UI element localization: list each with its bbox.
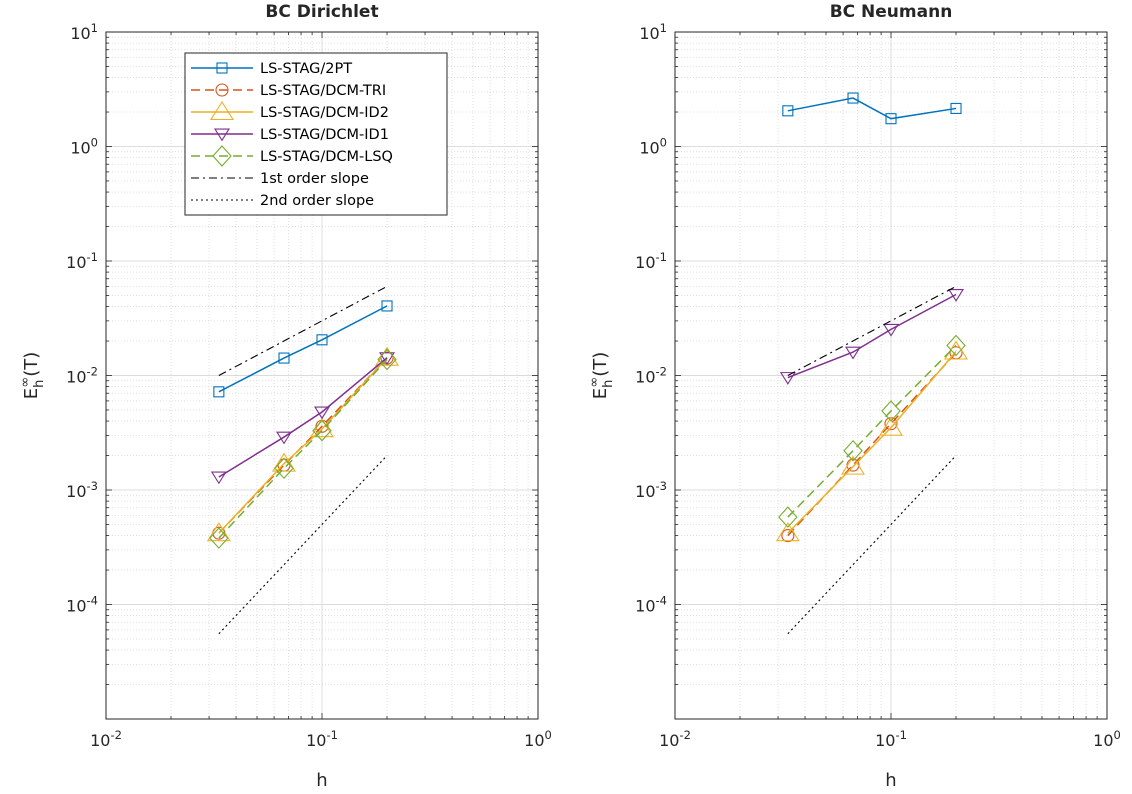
y-tick-label: 10-3 xyxy=(66,479,98,501)
chart-1-series-2-point-0 xyxy=(775,522,800,542)
chart-0-series-0-point-0 xyxy=(213,386,225,398)
chart-0-series-3 xyxy=(210,352,396,485)
chart-0-series-0-point-3 xyxy=(381,300,393,312)
x-tick-label: 10-1 xyxy=(306,728,338,750)
chart-0-series-legend-point-2 xyxy=(210,100,234,121)
chart-1-series-6 xyxy=(787,455,957,635)
x-tick-label: 10-2 xyxy=(659,728,691,750)
x-tick-label: 10-1 xyxy=(875,728,907,750)
chart-1-series-5 xyxy=(787,285,957,376)
chart-0-series-3-point-3 xyxy=(379,352,396,366)
legend-label: LS-STAG/DCM-TRI xyxy=(260,83,386,99)
chart-1-series-2-point-3 xyxy=(944,340,969,360)
y-tick-label: 100 xyxy=(639,136,667,158)
y-tick-label: 10-4 xyxy=(635,594,667,616)
chart-1: 10-2 10-1 100 10-4 10-3 10-2 10-1 100 101 BC Neum… xyxy=(587,2,1121,791)
chart-1-series-0-point-0 xyxy=(782,105,794,117)
legend-label: LS-STAG/2PT xyxy=(260,61,352,77)
chart-0-series-4-point-1 xyxy=(274,457,294,480)
chart-1-series-3 xyxy=(779,289,965,385)
chart-1-series-0 xyxy=(782,92,962,125)
y-axis-label: Eh∞(T) xyxy=(18,352,47,400)
chart-0-series-legend-point-3 xyxy=(214,128,230,142)
chart-1-series-0-point-2 xyxy=(885,113,897,125)
chart-0-series-3-point-2 xyxy=(314,406,330,420)
legend: LS-STAG/2PT LS-STAG/DCM-TRI LS-STAG/DCM-ID… xyxy=(184,52,448,216)
chart-0-series-6-line xyxy=(218,455,388,635)
chart-0-series-6 xyxy=(218,455,388,635)
chart-1-series-2-point-1 xyxy=(841,455,866,475)
legend-label: LS-STAG/DCM-ID1 xyxy=(260,127,389,143)
chart-0-series-0-point-1 xyxy=(278,352,290,364)
chart-0-series-5-line xyxy=(218,285,388,376)
chart-1-series-0-point-1 xyxy=(847,92,859,104)
chart-0-series-3-point-1 xyxy=(276,431,293,445)
chart-title: BC Neumann xyxy=(830,2,953,22)
chart-1-series-4-line xyxy=(787,344,957,518)
chart-0-series-0 xyxy=(213,300,393,398)
legend-label: 2nd order slope xyxy=(260,193,374,209)
y-tick-label: 10-1 xyxy=(66,250,98,272)
chart-0: 10-2 10-1 100 10-4 10-3 10-2 10-1 100 101 BC Diri… xyxy=(18,2,552,791)
y-tick-label: 10-1 xyxy=(635,250,667,272)
x-axis-label: h xyxy=(885,770,896,791)
chart-1-series-3-point-0 xyxy=(779,372,796,385)
x-tick-label: 10-2 xyxy=(90,728,122,750)
chart-1-series-2-line xyxy=(787,351,957,534)
chart-1-series-6-line xyxy=(787,455,957,635)
chart-0-series-2-line xyxy=(218,357,388,534)
chart-1-series-4-point-0 xyxy=(778,506,798,528)
chart-0-series-4-point-0 xyxy=(209,527,229,549)
chart-1-series-0-line xyxy=(787,97,957,120)
chart-1-series-2-point-2 xyxy=(879,416,903,436)
y-tick-label: 10-2 xyxy=(635,365,667,387)
chart-0-series-0-line xyxy=(218,305,388,393)
chart-1-series-3-point-1 xyxy=(845,346,862,360)
chart-1-series-5-line xyxy=(787,285,957,376)
chart-0-series-2-point-2 xyxy=(310,418,334,438)
chart-1-series-4 xyxy=(778,334,966,528)
x-tick-label: 100 xyxy=(1093,728,1121,750)
chart-1-series-2 xyxy=(775,340,969,542)
chart-1-series-4-point-2 xyxy=(881,400,901,422)
legend-label: LS-STAG/DCM-ID2 xyxy=(260,105,389,121)
chart-0-series-4 xyxy=(209,348,397,549)
chart-0-series-3-point-0 xyxy=(210,471,227,485)
chart-0-series-4-point-3 xyxy=(377,348,397,371)
chart-0-series-4-line xyxy=(218,358,388,539)
y-tick-label: 10-4 xyxy=(66,594,98,616)
chart-1-series-1-point-0 xyxy=(781,529,795,543)
y-tick-label: 10-2 xyxy=(66,365,98,387)
y-tick-label: 10-3 xyxy=(635,479,667,501)
legend-label: LS-STAG/DCM-LSQ xyxy=(260,149,393,165)
y-tick-label: 101 xyxy=(639,21,667,43)
chart-1-series-4-point-3 xyxy=(946,334,966,357)
chart-0-series-2-point-3 xyxy=(375,346,400,366)
chart-1-series-1-point-1 xyxy=(846,458,860,472)
chart-0-series-5 xyxy=(218,285,388,376)
chart-0-series-legend-point-0 xyxy=(216,62,228,74)
x-tick-label: 100 xyxy=(524,728,552,750)
chart-0-series-legend-point-1 xyxy=(215,83,229,97)
chart-1-series-3-point-2 xyxy=(883,323,899,337)
chart-0-series-0-point-2 xyxy=(316,334,328,346)
y-tick-label: 100 xyxy=(70,136,98,158)
y-axis-label: Eh∞(T) xyxy=(587,352,616,400)
chart-title: BC Dirichlet xyxy=(265,2,378,22)
legend-label: 1st order slope xyxy=(260,171,369,187)
chart-1-series-3-point-3 xyxy=(948,289,965,302)
chart-1-series-3-line xyxy=(787,293,957,379)
x-axis-label: h xyxy=(316,770,327,791)
y-tick-label: 101 xyxy=(70,21,98,43)
chart-0-series-4-point-2 xyxy=(312,419,332,442)
chart-1-series-0-point-3 xyxy=(950,102,962,114)
chart-0-series-legend-point-4 xyxy=(212,145,232,167)
chart-1-series-4-point-1 xyxy=(843,439,863,462)
chart-0-series-3-line xyxy=(218,357,388,478)
